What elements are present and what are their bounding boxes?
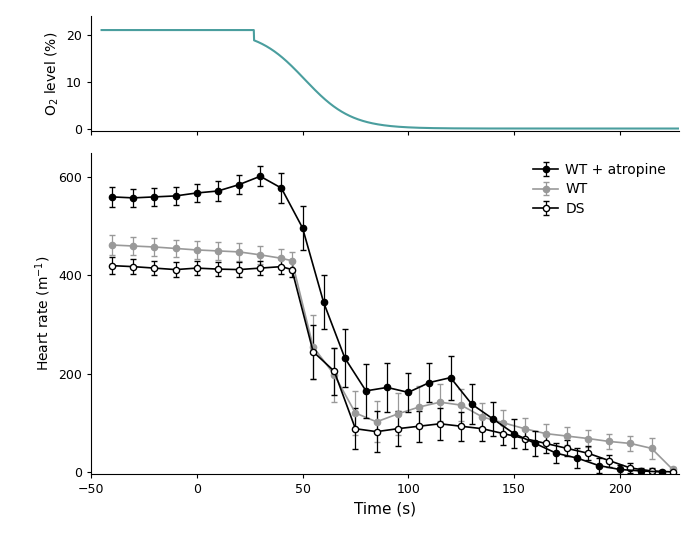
Y-axis label: O$_2$ level (%): O$_2$ level (%) bbox=[43, 31, 60, 116]
Y-axis label: Heart rate (m$^{-1}$): Heart rate (m$^{-1}$) bbox=[33, 256, 52, 372]
Legend: WT + atropine, WT, DS: WT + atropine, WT, DS bbox=[533, 163, 666, 216]
X-axis label: Time (s): Time (s) bbox=[354, 502, 416, 517]
